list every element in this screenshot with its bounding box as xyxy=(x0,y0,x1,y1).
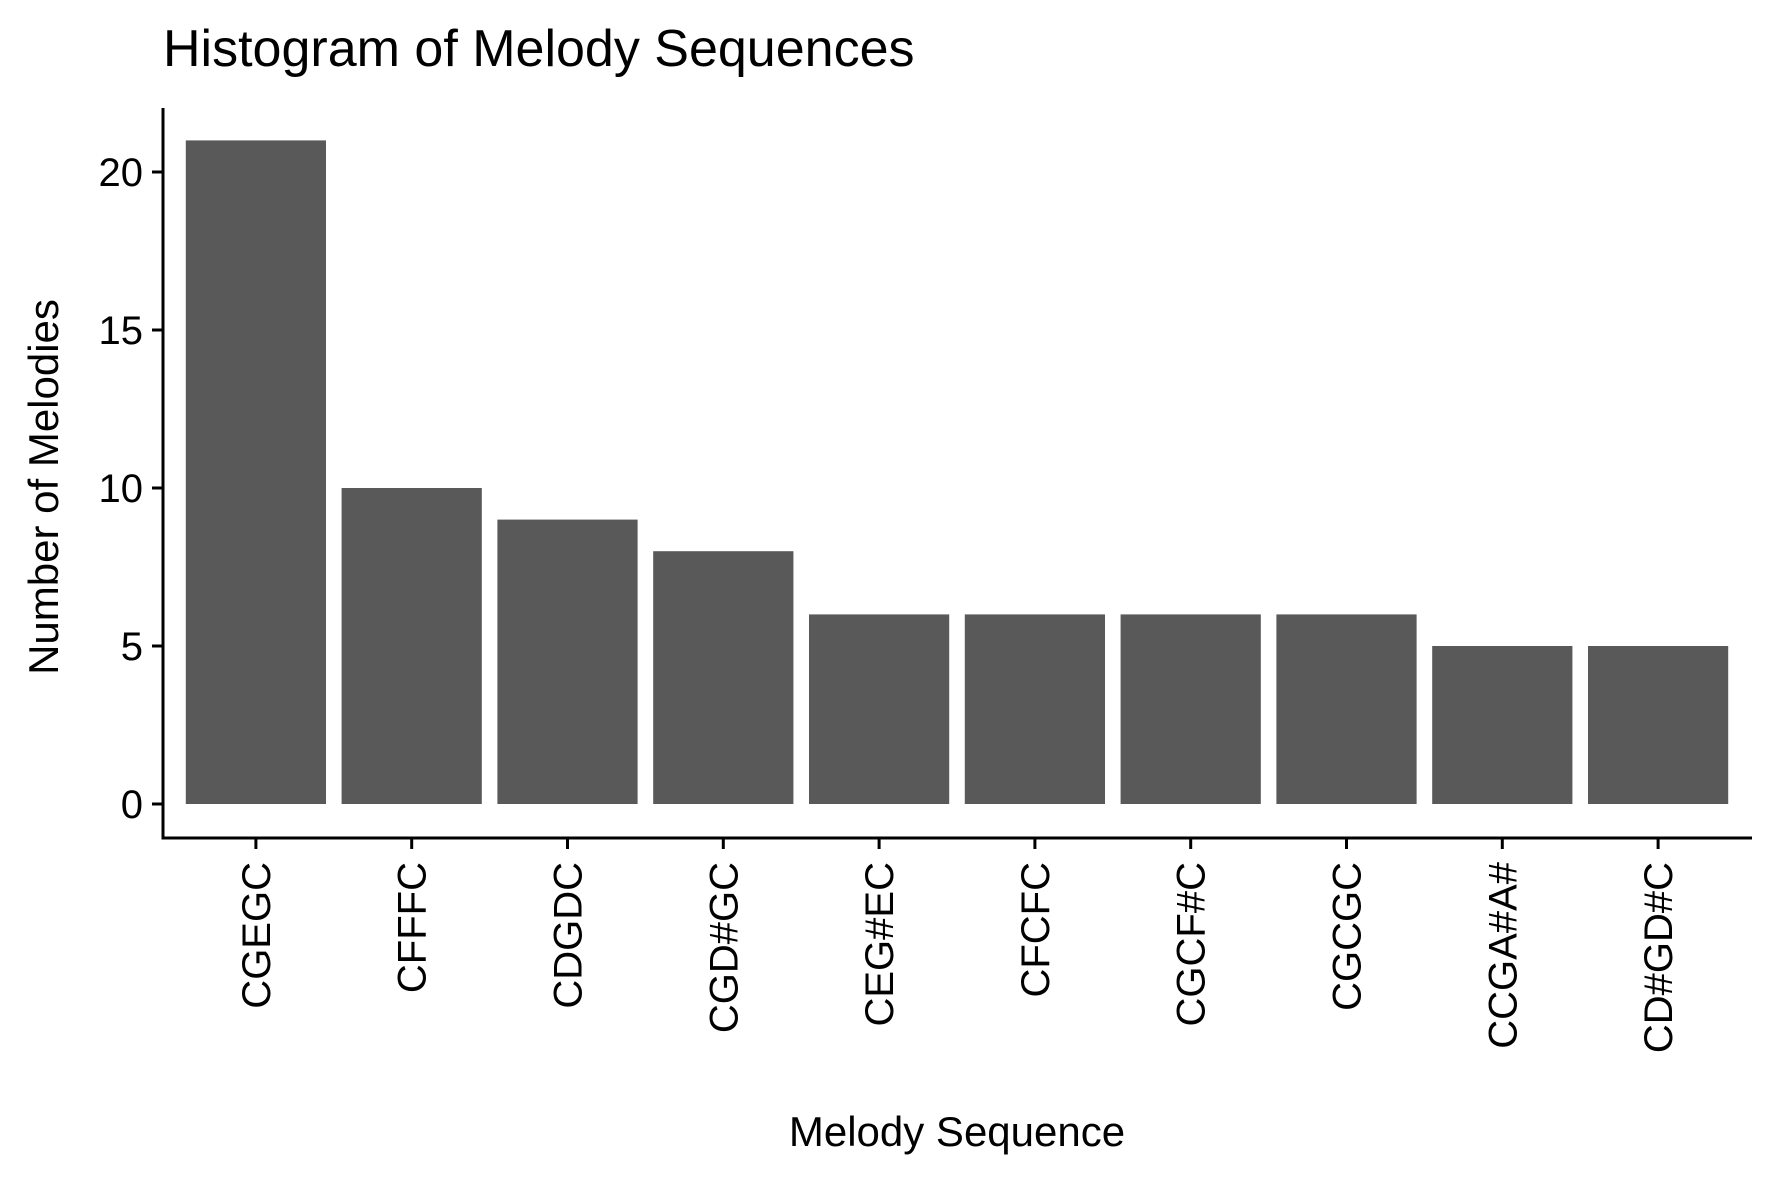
bars-group xyxy=(185,140,1729,804)
x-axis-ticks: CGEGC CFFFC CDGDC CGD#GC CEG#EC CFCFC CGCF#C CG… xyxy=(235,838,1681,1053)
x-axis-title: Melody Sequence xyxy=(789,1108,1125,1155)
y-tick-label: 20 xyxy=(99,151,144,195)
bar-cfcfc xyxy=(964,614,1106,804)
x-tick-label: CEG#EC xyxy=(858,862,902,1027)
bar-cdsharpgdsharpc xyxy=(1587,646,1729,804)
bar-cegsharpec xyxy=(808,614,950,804)
x-tick-label: CFCFC xyxy=(1014,862,1058,998)
bar-cdgdc xyxy=(497,519,638,804)
y-tick-label: 5 xyxy=(121,625,143,669)
bar-ccgasharpasharp xyxy=(1432,646,1573,804)
bar-cfffc xyxy=(341,488,482,804)
y-tick-label: 0 xyxy=(121,783,143,827)
chart-title: Histogram of Melody Sequences xyxy=(163,20,915,78)
y-tick-label: 15 xyxy=(99,309,144,353)
y-axis-ticks: 0 5 10 15 20 xyxy=(99,151,163,827)
x-tick-label: CGCGC xyxy=(1326,862,1370,1011)
x-tick-label: CGEGC xyxy=(235,862,279,1009)
y-axis-title: Number of Melodies xyxy=(20,299,67,675)
x-tick-label: CDGDC xyxy=(547,862,591,1009)
x-tick-label: CGCF#C xyxy=(1170,862,1214,1026)
x-tick-label: CD#GD#C xyxy=(1637,862,1681,1053)
bar-cgegc xyxy=(185,140,327,804)
bar-cgcgc xyxy=(1276,614,1417,804)
bar-cgdsharpgc xyxy=(653,551,794,804)
x-tick-label: CFFFC xyxy=(391,862,435,993)
x-tick-label: CGD#GC xyxy=(702,862,746,1033)
y-tick-label: 10 xyxy=(99,467,144,511)
x-tick-label: CCGA#A# xyxy=(1481,861,1525,1048)
bar-cgcfsharpc xyxy=(1120,614,1261,804)
